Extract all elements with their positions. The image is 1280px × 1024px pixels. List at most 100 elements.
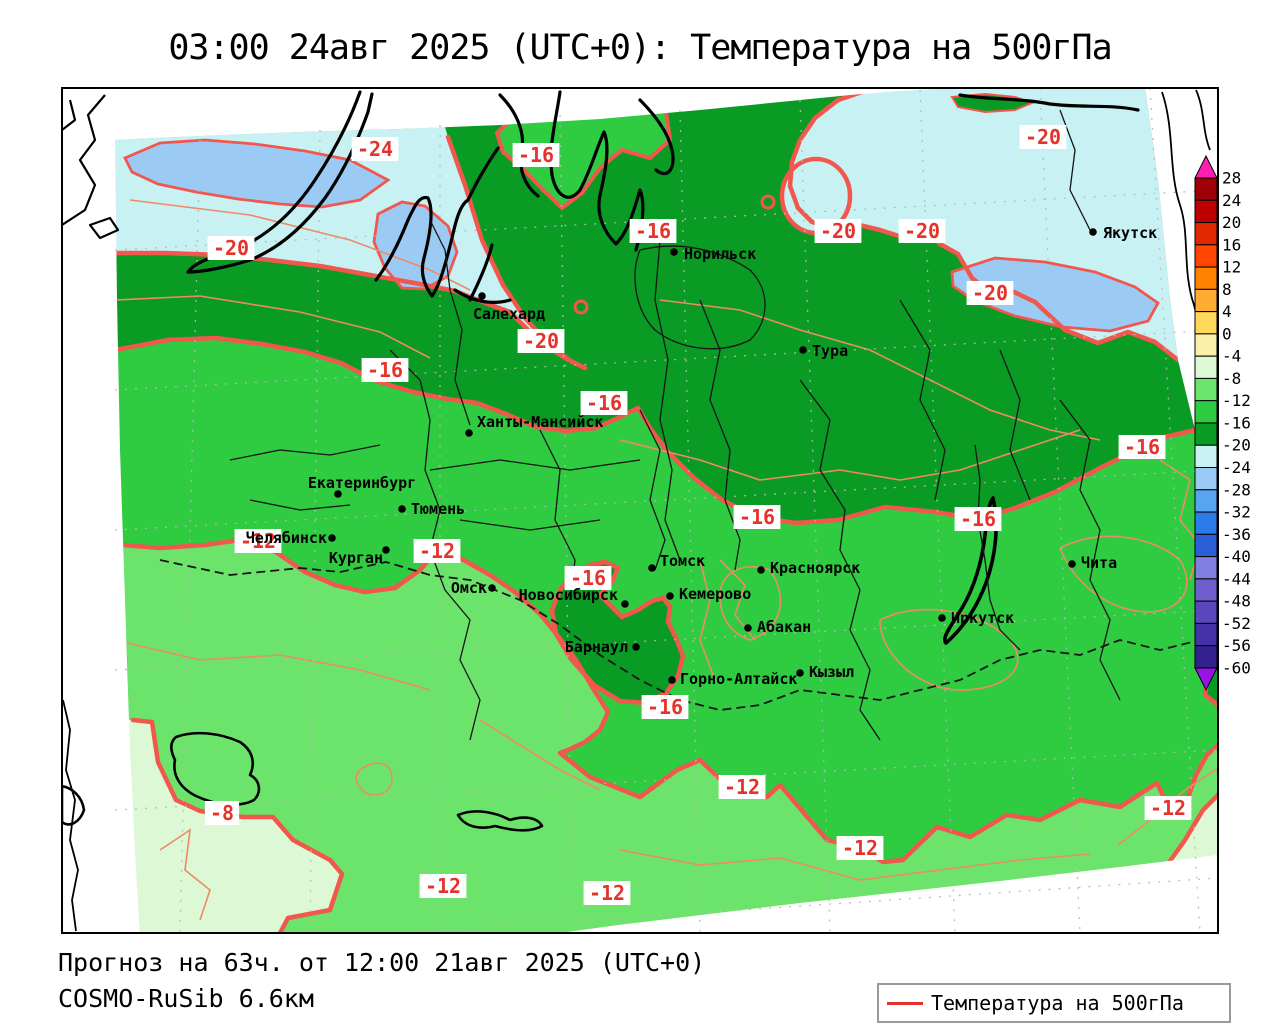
contour-label-text: -8 [210,801,234,825]
scale-tick-label: -24 [1222,458,1251,477]
legend-box: Температура на 500гПа [877,983,1231,1023]
scale-tick-label: -12 [1222,391,1251,410]
city: Горно-Алтайск [668,670,797,688]
contour-label-text: -16 [1124,435,1160,459]
band-m24-m28-nw [123,138,391,209]
page-title: 03:00 24авг 2025 (UTC+0): Температура на… [168,28,1112,68]
city: Кызыл [796,663,854,681]
contour-label-text: -12 [724,775,760,799]
contour-label: -16 [361,358,409,382]
city-dot [648,564,656,572]
contour-label: -12 [419,874,467,898]
scale-cell [1194,467,1218,491]
city-label: Томск [660,552,705,570]
thin-contours [114,199,1218,921]
scale-tick-label: -36 [1222,525,1251,544]
city-dot [744,624,752,632]
scale-cell [1194,600,1218,624]
contour-label-text: -16 [518,143,554,167]
scale-cell [1194,533,1218,558]
city: Челябинск [246,529,336,547]
city-label: Барнаул [565,638,628,656]
contour-label: -16 [580,391,628,415]
contour-label: -16 [629,219,677,243]
scale-cell [1194,556,1218,580]
city: Якутск [1089,224,1157,242]
city-label: Екатеринбург [308,474,416,492]
city-dot [1089,228,1097,236]
legend-label: Температура на 500гПа [931,991,1184,1015]
contour-label: -20 [814,219,862,243]
contour-label-text: -24 [357,137,393,161]
scale-cell [1194,489,1218,513]
map-frame [61,87,1219,934]
scale-cell [1194,444,1218,469]
city-label: Новосибирск [519,586,618,604]
city: Томск [648,552,705,572]
contour-label-text: -16 [635,219,671,243]
contour-label: -16 [1118,435,1166,459]
contour-label-text: -20 [904,219,940,243]
city-label: Красноярск [770,559,860,577]
contour-label-text: -12 [842,836,878,860]
scale-cell [1194,199,1218,224]
scale-tick-label: 8 [1222,280,1232,299]
contour-label: -20 [1019,125,1067,149]
city-dot [796,669,804,677]
contour-label: -16 [641,695,689,719]
scale-tick-label: 28 [1222,169,1241,188]
city-dot [938,614,946,622]
contour-label: -12 [413,539,461,563]
city: Екатеринбург [308,474,416,498]
city-label: Тюмень [411,500,465,518]
scale-cell [1194,244,1218,268]
city: Иркутск [938,609,1014,627]
scale-cell [1194,578,1218,602]
scale-tick-label: -44 [1222,569,1251,588]
contour-label-text: -12 [1150,796,1186,820]
contour-label: -20 [898,219,946,243]
scale-tick-label: -48 [1222,592,1251,611]
scale-tick-label: -32 [1222,503,1251,522]
contour-label: -16 [954,507,1002,531]
city-label: Тура [812,342,848,360]
city-dot [799,346,807,354]
city-label: Чита [1081,554,1117,572]
contour-label-text: -12 [419,539,455,563]
forecast-info: Прогноз на 63ч. от 12:00 21авг 2025 (UTC… [58,948,706,977]
lake-baikal [943,496,998,645]
scale-under-triangle [1194,667,1218,692]
lake-sw [170,731,261,806]
scale-cell [1194,622,1218,647]
contour-label-text: -16 [647,695,683,719]
admin-borders [159,109,1201,741]
contour-label-text: -20 [213,236,249,260]
contour-label-text: -16 [586,391,622,415]
scale-tick-label: 0 [1222,324,1232,343]
contour-label-text: -12 [240,529,276,553]
scale-cell [1194,377,1218,402]
scale-tick-label: -52 [1222,614,1251,633]
city-dot [398,505,406,513]
scale-cell [1194,311,1218,335]
scale-cell [1194,400,1218,424]
scale-tick-label: -4 [1222,347,1241,366]
scale-tick-label: -20 [1222,436,1251,455]
city: Кемерово [666,585,751,603]
city-dot [465,429,473,437]
color-scale: 28 24 20 16 12 8 4 0 -4 -8 -12 -16 -20 -24 -28 -32 -36 -4… [1194,154,1251,692]
contour-label-text: -20 [972,281,1008,305]
city: Курган [329,546,390,567]
contour-labels: -24 -16 -20 -16 -20 -20 -20 -20 -20 -16 -16 -16 -16 -… [204,125,1192,905]
patch-altai-m16-m20 [549,559,686,706]
city-dot [334,490,342,498]
contour-label-text: -16 [367,358,403,382]
city-dot [1068,560,1076,568]
city-dot [478,292,486,300]
contour-label: -12 [234,529,282,553]
city-label: Кызыл [809,663,854,681]
city: Барнаул [565,638,640,656]
lake-zaysan [456,810,544,832]
city-label: Норильск [684,245,756,263]
